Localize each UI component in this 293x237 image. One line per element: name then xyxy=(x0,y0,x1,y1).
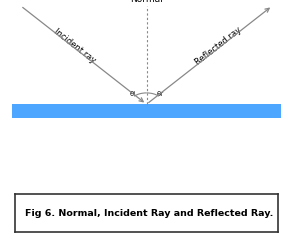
Text: θr: θr xyxy=(157,91,164,97)
Text: Reflected ray: Reflected ray xyxy=(194,25,243,67)
Text: θi: θi xyxy=(129,91,136,97)
Text: Normal: Normal xyxy=(130,0,163,4)
Bar xyxy=(12,104,281,118)
Text: Fig 6. Normal, Incident Ray and Reflected Ray.: Fig 6. Normal, Incident Ray and Reflecte… xyxy=(25,209,274,218)
Text: Incident ray: Incident ray xyxy=(52,27,97,65)
